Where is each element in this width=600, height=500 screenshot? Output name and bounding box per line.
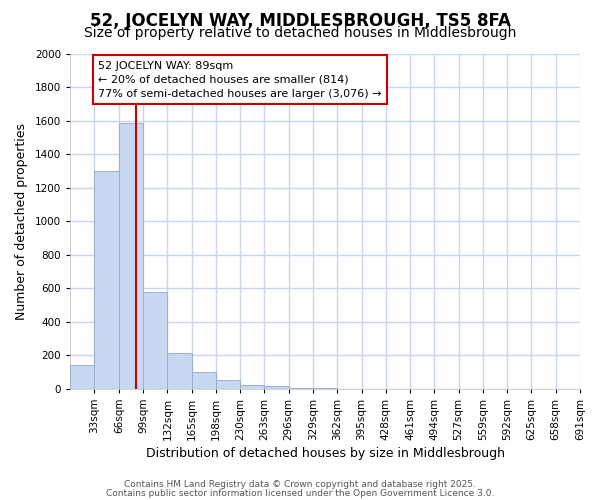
Text: 52, JOCELYN WAY, MIDDLESBROUGH, TS5 8FA: 52, JOCELYN WAY, MIDDLESBROUGH, TS5 8FA (89, 12, 511, 30)
Bar (313, 388, 337, 389)
Bar (70, 366, 94, 389)
Bar (265, 386, 289, 389)
Bar (289, 388, 313, 389)
Text: Size of property relative to detached houses in Middlesbrough: Size of property relative to detached ho… (84, 26, 516, 40)
Bar (216, 380, 240, 389)
Bar (240, 384, 265, 389)
X-axis label: Distribution of detached houses by size in Middlesbrough: Distribution of detached houses by size … (146, 447, 505, 460)
Text: Contains HM Land Registry data © Crown copyright and database right 2025.: Contains HM Land Registry data © Crown c… (124, 480, 476, 489)
Text: Contains public sector information licensed under the Open Government Licence 3.: Contains public sector information licen… (106, 488, 494, 498)
Bar (143, 292, 167, 389)
Y-axis label: Number of detached properties: Number of detached properties (15, 123, 28, 320)
Text: 52 JOCELYN WAY: 89sqm
← 20% of detached houses are smaller (814)
77% of semi-det: 52 JOCELYN WAY: 89sqm ← 20% of detached … (98, 60, 382, 98)
Bar (119, 122, 143, 389)
Bar (167, 353, 191, 389)
Bar (94, 171, 119, 389)
Bar (191, 372, 216, 389)
